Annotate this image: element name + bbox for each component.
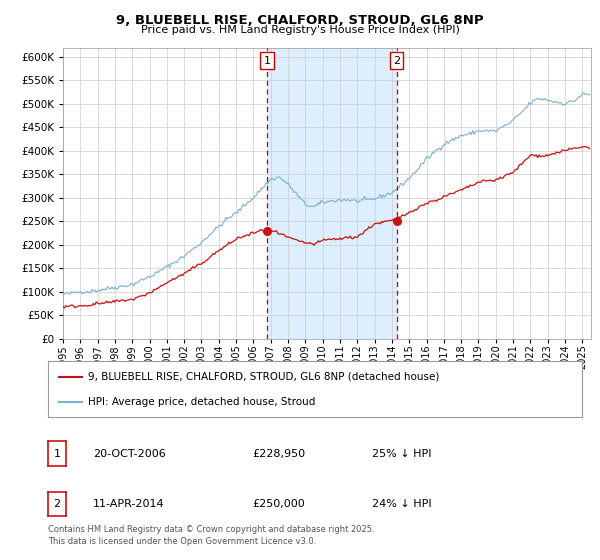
Text: Price paid vs. HM Land Registry's House Price Index (HPI): Price paid vs. HM Land Registry's House … [140, 25, 460, 35]
Text: 2: 2 [393, 55, 400, 66]
Text: 25% ↓ HPI: 25% ↓ HPI [372, 449, 431, 459]
Text: Contains HM Land Registry data © Crown copyright and database right 2025.
This d: Contains HM Land Registry data © Crown c… [48, 525, 374, 546]
Text: 2: 2 [53, 499, 61, 509]
Text: 20-OCT-2006: 20-OCT-2006 [93, 449, 166, 459]
Text: HPI: Average price, detached house, Stroud: HPI: Average price, detached house, Stro… [88, 396, 316, 407]
Bar [267, 48, 397, 339]
Text: 9, BLUEBELL RISE, CHALFORD, STROUD, GL6 8NP (detached house): 9, BLUEBELL RISE, CHALFORD, STROUD, GL6 … [88, 372, 439, 382]
Text: £250,000: £250,000 [252, 499, 305, 509]
Text: 24% ↓ HPI: 24% ↓ HPI [372, 499, 431, 509]
Text: £228,950: £228,950 [252, 449, 305, 459]
Text: 1: 1 [53, 449, 61, 459]
Text: 11-APR-2014: 11-APR-2014 [93, 499, 164, 509]
Text: 9, BLUEBELL RISE, CHALFORD, STROUD, GL6 8NP: 9, BLUEBELL RISE, CHALFORD, STROUD, GL6 … [116, 14, 484, 27]
Text: 1: 1 [264, 55, 271, 66]
